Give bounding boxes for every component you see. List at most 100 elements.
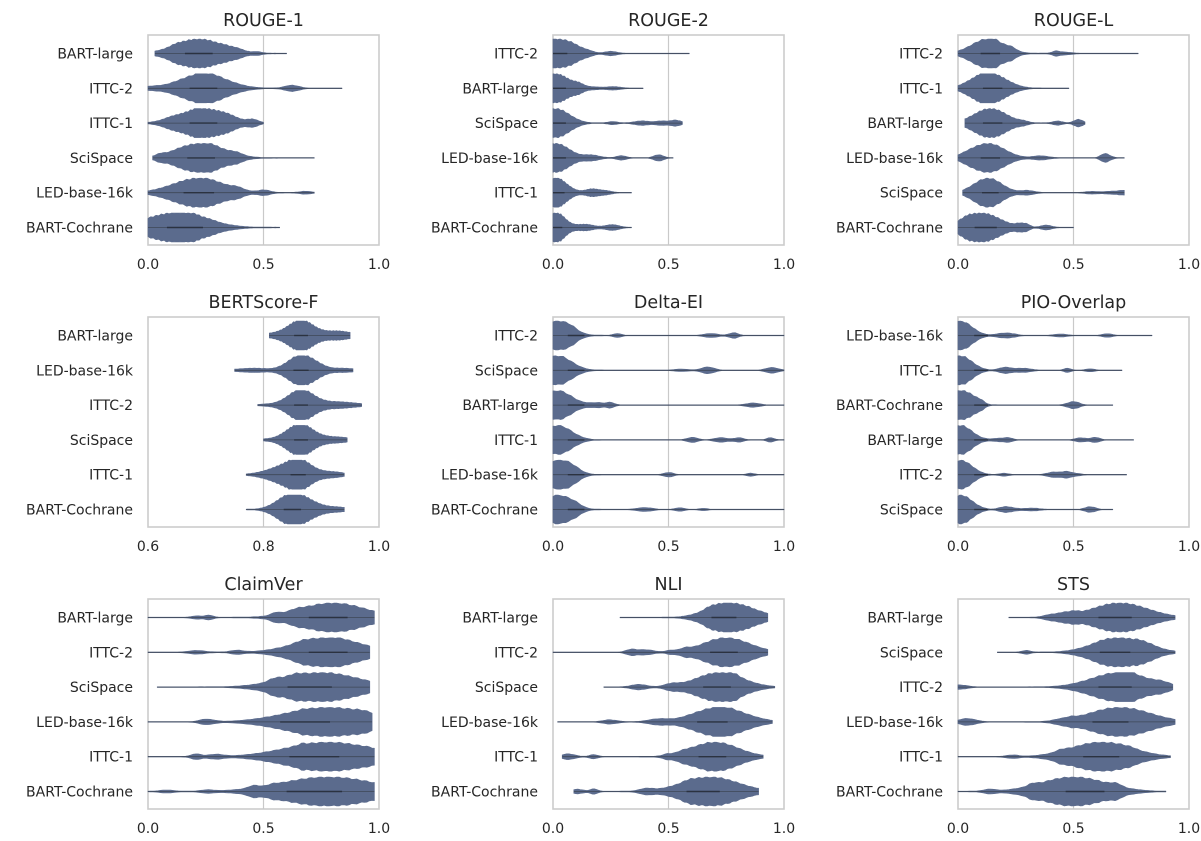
y-tick-label: BART-large xyxy=(867,116,943,132)
x-tick-label: 0.0 xyxy=(947,257,969,273)
x-tick-label: 0.0 xyxy=(137,257,159,273)
y-tick-label: BART-large xyxy=(57,611,133,627)
panel-rouge-l: ROUGE-L ITTC-2 ITTC-1 BART-large LED-base-16… xyxy=(836,11,1200,273)
panel-title: ROUGE-L xyxy=(1034,11,1114,31)
x-tick-label: 0.5 xyxy=(252,257,274,273)
x-tick-label: 1.0 xyxy=(773,539,795,555)
panel-title: STS xyxy=(1057,575,1090,595)
x-tick-label: 0.0 xyxy=(947,539,969,555)
x-tick-label: 1.0 xyxy=(773,821,795,837)
panel-title: ROUGE-1 xyxy=(223,11,304,31)
y-tick-label: LED-base-16k xyxy=(441,468,539,484)
y-tick-label: BART-Cochrane xyxy=(431,221,538,237)
panel-title: ROUGE-2 xyxy=(628,11,709,31)
x-tick-label: 0.5 xyxy=(1062,539,1084,555)
x-tick-label: 0.6 xyxy=(137,539,159,555)
x-tick-label: 0.5 xyxy=(1062,821,1084,837)
y-tick-label: SciSpace xyxy=(475,680,538,696)
x-tick-label: 0.0 xyxy=(542,539,564,555)
y-tick-label: LED-base-16k xyxy=(441,715,539,731)
y-tick-label: BART-large xyxy=(57,47,133,63)
x-tick-label: 1.0 xyxy=(368,257,390,273)
panel-title: BERTScore-F xyxy=(208,293,318,313)
y-tick-label: BART-Cochrane xyxy=(431,785,538,801)
y-tick-label: SciSpace xyxy=(880,186,943,202)
y-tick-label: LED-base-16k xyxy=(846,151,944,167)
y-tick-label: ITTC-2 xyxy=(899,468,943,484)
y-tick-label: SciSpace xyxy=(70,680,133,696)
y-tick-label: ITTC-2 xyxy=(89,81,133,97)
panel-title: ClaimVer xyxy=(224,575,303,595)
y-tick-label: BART-Cochrane xyxy=(26,221,133,237)
y-tick-label: BART-large xyxy=(867,433,943,449)
y-tick-label: SciSpace xyxy=(880,503,943,519)
y-tick-label: ITTC-1 xyxy=(899,81,943,97)
x-tick-label: 0.5 xyxy=(657,257,679,273)
y-tick-label: ITTC-1 xyxy=(89,750,133,766)
panel-claimver: ClaimVer BART-large ITTC-2 SciSpace LED-base… xyxy=(26,575,390,837)
y-tick-label: LED-base-16k xyxy=(846,329,944,345)
y-tick-label: SciSpace xyxy=(475,116,538,132)
x-tick-label: 0.5 xyxy=(657,539,679,555)
y-tick-label: LED-base-16k xyxy=(36,363,134,379)
x-tick-label: 1.0 xyxy=(1178,821,1200,837)
y-tick-label: ITTC-2 xyxy=(899,680,943,696)
x-tick-label: 1.0 xyxy=(368,539,390,555)
panel-sts: STS BART-large SciSpace ITTC-2 LED-base-16k I… xyxy=(836,575,1200,837)
y-tick-label: LED-base-16k xyxy=(846,715,944,731)
y-tick-label: BART-large xyxy=(462,398,538,414)
y-tick-label: BART-Cochrane xyxy=(836,221,943,237)
y-tick-label: ITTC-1 xyxy=(899,363,943,379)
y-tick-label: ITTC-1 xyxy=(89,116,133,132)
y-tick-label: ITTC-1 xyxy=(494,186,538,202)
y-tick-label: SciSpace xyxy=(880,645,943,661)
panel-bertscore-f: BERTScore-F BART-large LED-base-16k ITTC-2 S… xyxy=(26,293,390,555)
panel-title: NLI xyxy=(654,575,682,595)
y-tick-label: BART-large xyxy=(57,329,133,345)
y-tick-label: BART-large xyxy=(462,611,538,627)
y-tick-label: BART-Cochrane xyxy=(836,785,943,801)
x-tick-label: 0.0 xyxy=(542,821,564,837)
x-tick-label: 0.0 xyxy=(137,821,159,837)
y-tick-label: SciSpace xyxy=(475,363,538,379)
x-tick-label: 0.8 xyxy=(252,539,274,555)
x-tick-label: 0.5 xyxy=(657,821,679,837)
x-tick-label: 1.0 xyxy=(1178,539,1200,555)
panel-rouge-1: ROUGE-1 BART-large ITTC-2 ITTC-1 SciSpace LED… xyxy=(26,11,390,273)
x-tick-label: 1.0 xyxy=(773,257,795,273)
panel-title: PIO-Overlap xyxy=(1021,293,1127,313)
y-tick-label: ITTC-2 xyxy=(494,329,538,345)
y-tick-label: BART-Cochrane xyxy=(431,503,538,519)
y-tick-label: LED-base-16k xyxy=(36,715,134,731)
y-tick-label: SciSpace xyxy=(70,433,133,449)
panel-pio-overlap: PIO-Overlap LED-base-16k ITTC-1 BART-Cochra… xyxy=(836,293,1200,555)
x-tick-label: 1.0 xyxy=(1178,257,1200,273)
y-tick-label: ITTC-1 xyxy=(494,433,538,449)
x-tick-label: 0.0 xyxy=(542,257,564,273)
y-tick-label: ITTC-2 xyxy=(494,47,538,63)
y-tick-label: ITTC-1 xyxy=(899,750,943,766)
x-tick-label: 0.5 xyxy=(1062,257,1084,273)
x-tick-label: 0.5 xyxy=(252,821,274,837)
y-tick-label: SciSpace xyxy=(70,151,133,167)
y-tick-label: LED-base-16k xyxy=(441,151,539,167)
y-tick-label: BART-Cochrane xyxy=(26,503,133,519)
y-tick-label: BART-large xyxy=(462,81,538,97)
y-tick-label: BART-large xyxy=(867,611,943,627)
y-tick-label: ITTC-2 xyxy=(89,398,133,414)
y-tick-label: ITTC-1 xyxy=(494,750,538,766)
y-tick-label: BART-Cochrane xyxy=(836,398,943,414)
panel-title: Delta-EI xyxy=(634,293,703,313)
y-tick-label: ITTC-1 xyxy=(89,468,133,484)
y-tick-label: LED-base-16k xyxy=(36,186,134,202)
y-tick-label: ITTC-2 xyxy=(899,47,943,63)
panel-nli: NLI BART-large ITTC-2 SciSpace LED-base-16k I… xyxy=(431,575,795,837)
panel-rouge-2: ROUGE-2 ITTC-2 BART-large SciSpace LED-base-… xyxy=(431,11,795,273)
x-tick-label: 0.0 xyxy=(947,821,969,837)
panel-delta-ei: Delta-EI ITTC-2 SciSpace BART-large ITTC-1 LE… xyxy=(431,293,795,555)
y-tick-label: BART-Cochrane xyxy=(26,785,133,801)
x-tick-label: 1.0 xyxy=(368,821,390,837)
y-tick-label: ITTC-2 xyxy=(494,645,538,661)
y-tick-label: ITTC-2 xyxy=(89,645,133,661)
